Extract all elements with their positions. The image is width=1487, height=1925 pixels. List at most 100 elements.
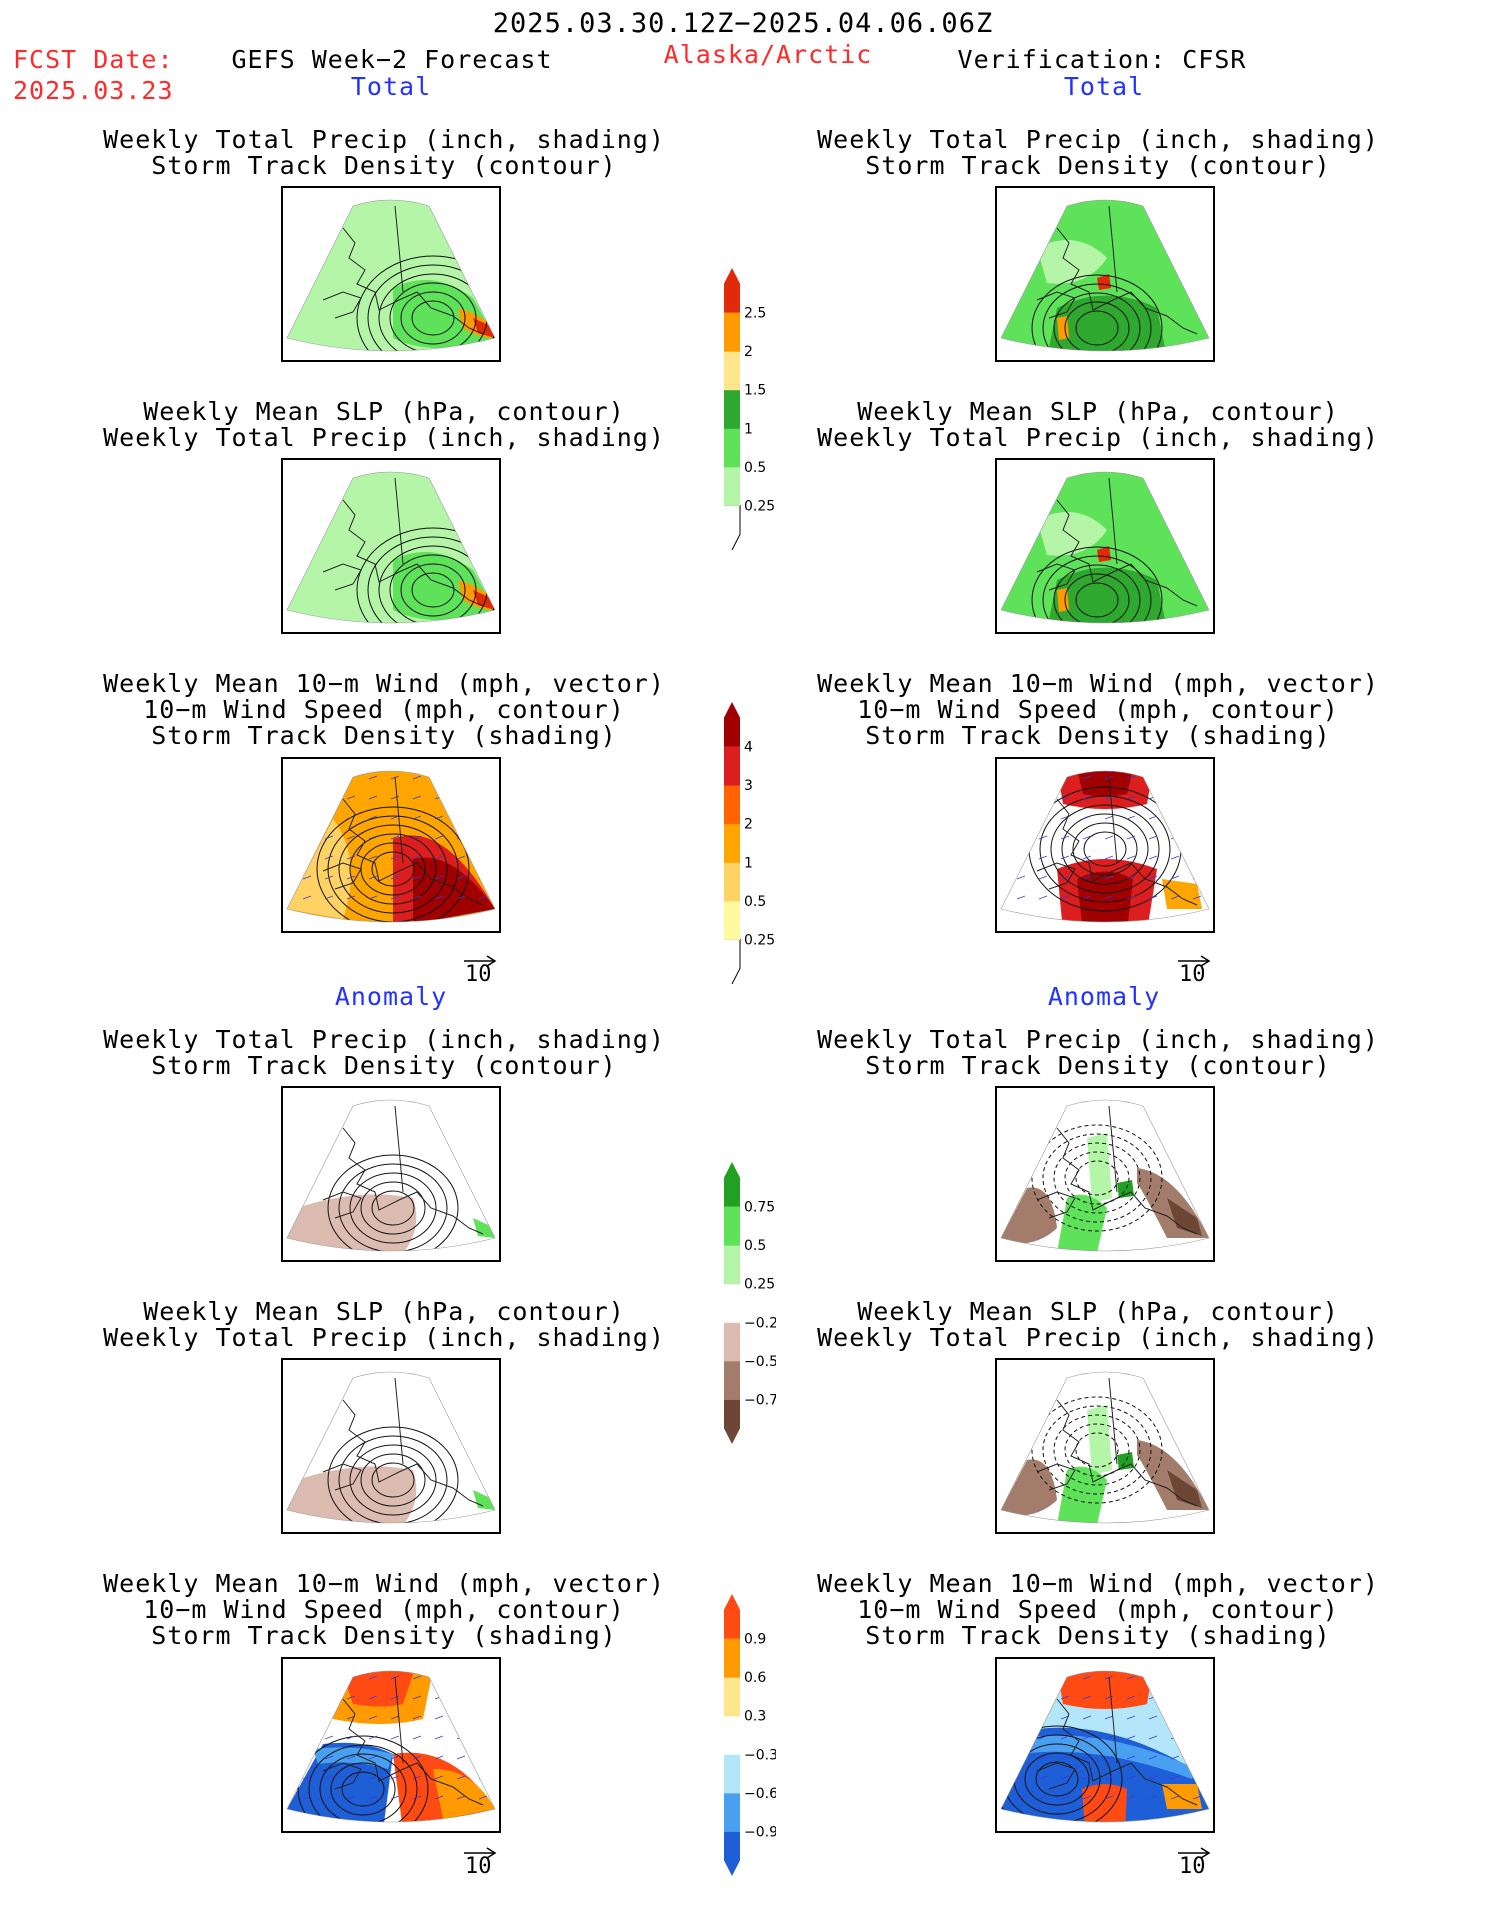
wind-vector [324,1795,334,1800]
contour-line [1050,804,1160,894]
wind-vector [390,1755,400,1760]
vector-ref-arrow-icon [464,955,497,967]
wind-vector [412,1795,422,1800]
wind-vector [434,1715,444,1720]
wind-vector [1192,1775,1202,1780]
contour-line [1075,582,1119,618]
wind-vector [346,1775,356,1780]
wind-vector [390,1695,400,1700]
contour-line [1031,1124,1163,1232]
contour-line [389,282,477,351]
wind-vector [302,1795,312,1800]
wind-vector [412,775,422,780]
wind-vector [1060,1755,1070,1760]
wind-vector [1038,1755,1048,1760]
colorbar-total-precip: 0.25 0.5 1 1.5 2 2.5 [724,268,775,551]
coastline [1036,563,1076,591]
domain-outline [286,770,496,923]
map-canvas [286,199,496,352]
wind-vector [1170,1675,1180,1680]
wind-vector [368,1715,378,1720]
contour-line [411,300,455,336]
wind-vector [346,1755,356,1760]
wind-vector [368,795,378,800]
wind-vector [434,1775,444,1780]
wind-vector [1104,795,1114,800]
wind-vector [1126,1795,1136,1800]
wind-vector [1038,855,1048,860]
colorbar-swatch [724,746,740,786]
colorbar-tick-label: 0.25 [744,932,775,948]
shaded-area [287,819,351,919]
wind-vector [1060,795,1070,800]
wind-vector [1016,1795,1026,1800]
domain-outline [1000,1099,1210,1252]
map-canvas [1000,1099,1210,1252]
wind-vector [1082,795,1092,800]
wind-vector [324,835,334,840]
coastline [342,1399,484,1507]
colorbar-swatch [724,785,740,825]
panel-title-slp-precip: Weekly Mean SLP (hPa, contour) Weekly Tot… [103,397,665,452]
colorbar-tick-label: 2 [744,817,753,833]
wind-vector [1126,1775,1136,1780]
panel-title-wind-track: Weekly Mean 10−m Wind (mph, vector) 10−m … [817,1569,1379,1650]
wind-vector [1170,1795,1180,1800]
wind-vector [1104,855,1114,860]
coastline [322,862,362,890]
wind-vector [412,1735,422,1740]
contour-line [400,563,466,617]
fcst-date-label: FCST Date: [13,45,174,74]
shaded-area [473,590,495,610]
contour-line [1064,301,1130,351]
wind-vector [1082,835,1092,840]
colorbar-total-track: 0.25 0.5 1 2 3 4 [724,702,775,985]
coastline [1036,862,1076,890]
shaded-area [1117,1452,1134,1470]
map-total-wind-track-verification [995,757,1215,933]
wind-vector [1038,835,1048,840]
contour-line [411,572,455,608]
shaded-area [1162,879,1202,909]
wind-vector [324,1695,334,1700]
contour-line [371,1190,415,1226]
domain-outline [286,471,496,624]
coastline [322,1463,362,1491]
wind-vector [412,815,422,820]
shaded-area [343,1671,413,1707]
coastline [322,563,362,591]
wind-vector [412,835,422,840]
border-line [394,205,404,293]
wind-vector [1016,1775,1026,1780]
wind-vector [412,1755,422,1760]
wind-vector [324,815,334,820]
wind-vector [1016,775,1026,780]
wind-vector [368,895,378,900]
wind-vector [1104,1715,1114,1720]
wind-vector [1104,875,1114,880]
shaded-area [1047,295,1167,351]
shaded-area [1037,240,1107,284]
colorbar-tick-label: 3 [744,778,753,794]
wind-vector [1082,1795,1092,1800]
panel-title-slp-precip: Weekly Mean SLP (hPa, contour) Weekly Tot… [817,397,1379,452]
colorbar-tick-label: 1 [744,421,753,437]
map-canvas [286,471,496,624]
wind-vector [1170,1695,1180,1700]
contour-line [349,833,437,905]
wind-vector [1148,1775,1158,1780]
contour-line [1031,274,1163,351]
wind-vector [1148,835,1158,840]
wind-vector [1126,855,1136,860]
wind-vector [1126,895,1136,900]
contour-line [367,536,495,623]
wind-vector [324,775,334,780]
wind-vector [1082,895,1092,900]
panel-title-wind-track: Weekly Mean 10−m Wind (mph, vector) 10−m … [817,669,1379,750]
colorbar-tick-label: −0.25 [744,1315,776,1331]
wind-vector [324,795,334,800]
wind-vector [324,1755,334,1760]
wind-vector [1126,775,1136,780]
wind-vector [478,775,488,780]
wind-vector [1082,1755,1092,1760]
